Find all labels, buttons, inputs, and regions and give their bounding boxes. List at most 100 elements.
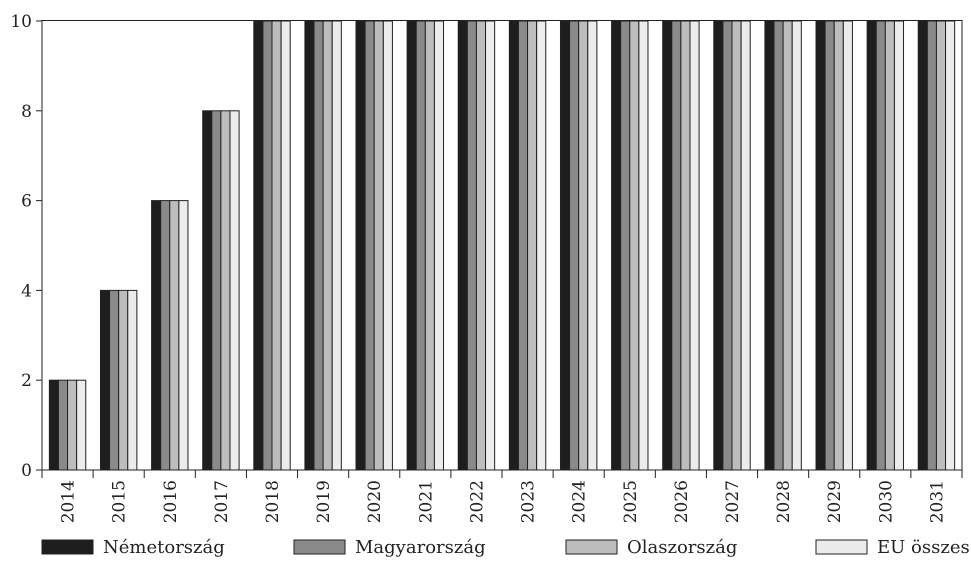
x-tick-label-2025: 2025 (621, 480, 641, 523)
x-tick-label-2019: 2019 (314, 480, 334, 523)
bar-2020-series-1 (364, 20, 375, 471)
bar-2021-series-2 (424, 20, 435, 471)
bar-2019-series-3 (331, 20, 342, 471)
bar-2015-series-2 (118, 289, 129, 471)
bar-2029-series-1 (824, 20, 835, 471)
x-tick-label-2015: 2015 (110, 480, 130, 523)
bar-2029-series-2 (833, 20, 844, 471)
bar-2019-series-2 (322, 20, 333, 471)
bar-2022-series-0 (457, 20, 468, 471)
x-tick-label-2026: 2026 (672, 480, 692, 523)
bar-2024-series-0 (559, 20, 571, 471)
bar-2017-series-0 (202, 110, 213, 471)
legend-swatch-0 (41, 539, 94, 555)
bar-2023-series-0 (508, 20, 519, 471)
bar-2024-series-3 (587, 20, 598, 471)
legend-label-0: Németország (103, 537, 225, 558)
bar-2022-series-1 (466, 20, 477, 471)
y-tick-label: 0 (21, 461, 32, 481)
bar-2028-series-0 (764, 20, 775, 471)
x-tick-label-2016: 2016 (161, 480, 181, 523)
bar-2019-series-1 (313, 20, 324, 471)
bar-2023-series-3 (536, 20, 547, 471)
x-tick-label-2018: 2018 (263, 480, 283, 523)
bar-2019-series-0 (304, 20, 315, 471)
bar-2027-series-2 (731, 20, 742, 471)
legend-label-1: Magyarország (355, 537, 486, 558)
bar-2030-series-1 (875, 20, 886, 471)
bar-2030-series-2 (884, 20, 895, 471)
bar-2024-series-1 (569, 20, 580, 471)
x-tick-label-2031: 2031 (927, 480, 947, 523)
legend-swatch-2 (565, 539, 618, 555)
bar-2016-series-3 (178, 200, 189, 471)
bar-2018-series-0 (253, 20, 264, 471)
legend-swatch-3 (815, 539, 868, 555)
bar-2021-series-3 (433, 20, 445, 471)
bar-2020-series-0 (355, 20, 366, 471)
bar-2025-series-3 (638, 20, 649, 471)
x-tick-label-2027: 2027 (723, 480, 743, 523)
x-tick-label-2020: 2020 (365, 480, 385, 523)
bar-2030-series-0 (866, 20, 877, 471)
x-tick-label-2024: 2024 (570, 480, 590, 523)
bar-2016-series-0 (151, 200, 162, 471)
bar-2027-series-0 (713, 20, 724, 471)
bar-2026-series-0 (662, 20, 673, 471)
x-tick-label-2021: 2021 (416, 480, 436, 523)
bar-2025-series-1 (620, 20, 631, 471)
bar-2028-series-2 (782, 20, 793, 471)
bar-2029-series-0 (815, 20, 826, 471)
bar-2027-series-1 (722, 20, 733, 471)
bar-2027-series-3 (740, 20, 751, 471)
bar-2018-series-2 (271, 20, 282, 471)
bar-2014-series-3 (76, 379, 87, 471)
bar-2020-series-3 (382, 20, 393, 471)
bar-2022-series-2 (475, 20, 487, 471)
x-tick-label-2022: 2022 (467, 480, 487, 523)
bar-2026-series-1 (671, 20, 682, 471)
x-tick-label-2028: 2028 (774, 480, 794, 523)
y-tick-label: 2 (21, 371, 32, 391)
bar-2016-series-1 (160, 200, 171, 471)
bar-2017-series-2 (220, 110, 231, 471)
y-tick-label: 4 (21, 281, 32, 301)
bar-2030-series-3 (893, 20, 905, 471)
bar-2014-series-1 (57, 379, 69, 471)
bar-2017-series-3 (229, 110, 240, 471)
bar-2015-series-3 (127, 289, 138, 471)
x-tick-label-2030: 2030 (876, 480, 896, 523)
bar-2028-series-1 (773, 20, 784, 471)
y-tick-label: 8 (21, 102, 32, 122)
bars (48, 20, 956, 471)
bar-2022-series-3 (485, 20, 496, 471)
y-tick-label: 6 (21, 192, 32, 212)
bar-2023-series-2 (527, 20, 538, 471)
x-tick-label-2017: 2017 (212, 480, 232, 523)
x-tick-label-2014: 2014 (59, 480, 79, 523)
bar-2023-series-1 (517, 20, 529, 471)
legend: Németország Magyarország Olaszország EU öss… (41, 537, 970, 558)
bar-2014-series-2 (67, 379, 78, 471)
x-tick-label-2023: 2023 (519, 480, 539, 523)
bar-2029-series-3 (842, 20, 853, 471)
bar-2031-series-0 (917, 20, 928, 471)
bar-2016-series-2 (169, 200, 180, 471)
bar-2021-series-0 (406, 20, 417, 471)
bar-2031-series-2 (935, 20, 947, 471)
bar-2026-series-3 (689, 20, 700, 471)
bar-2021-series-1 (415, 20, 426, 471)
bar-2024-series-2 (578, 20, 589, 471)
bar-2015-series-0 (99, 289, 111, 471)
bar-2031-series-3 (945, 20, 956, 471)
legend-label-2: Olaszország (627, 537, 737, 558)
bar-2017-series-1 (211, 110, 222, 471)
bar-2014-series-0 (48, 379, 59, 471)
axes: 0 2 4 6 8 10 2014 2015 2016 2017 2018 2019 2020 2021 2… (10, 12, 963, 523)
x-tick-label-2029: 2029 (825, 480, 845, 523)
bar-2018-series-3 (280, 20, 291, 471)
bar-2026-series-2 (680, 20, 691, 471)
legend-swatch-1 (293, 539, 346, 555)
bar-2025-series-2 (629, 20, 640, 471)
